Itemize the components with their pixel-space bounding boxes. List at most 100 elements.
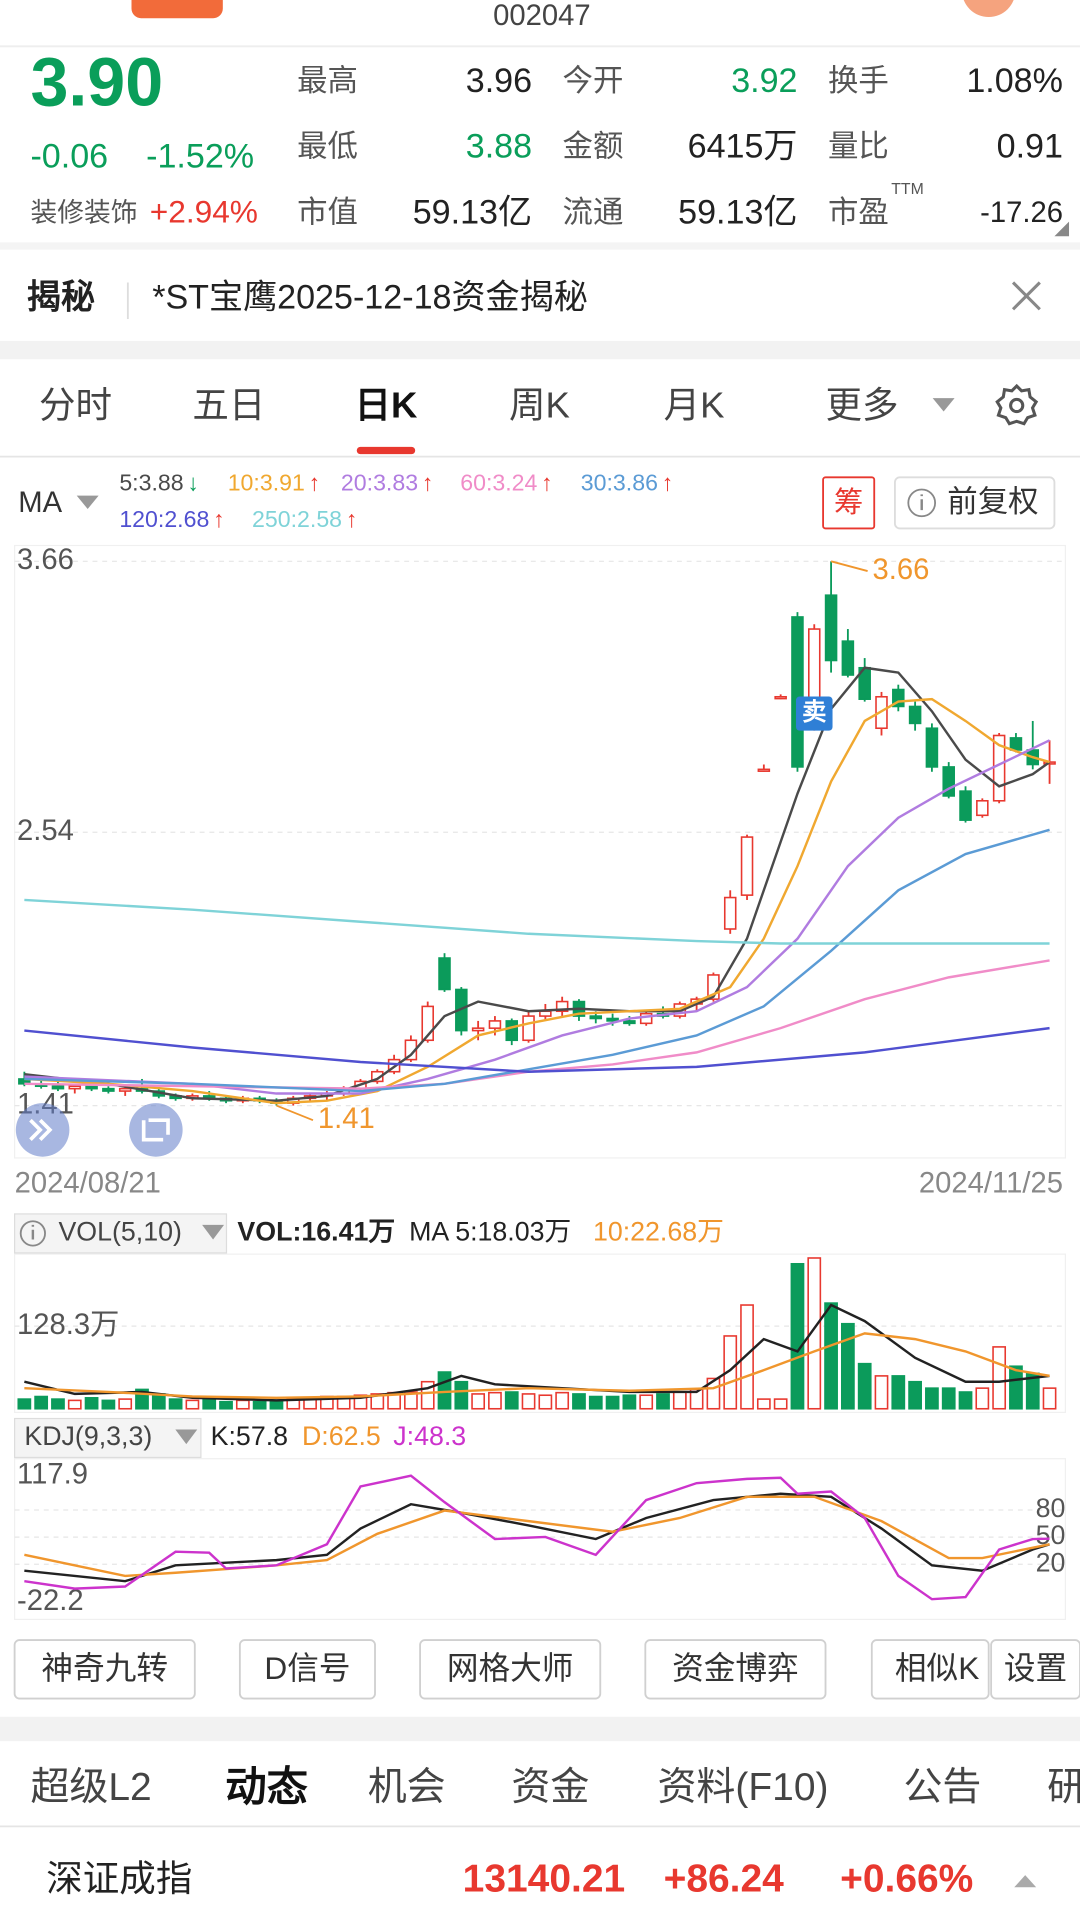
candle-body [774, 695, 787, 700]
y-tick-label: 128.3万 [17, 1309, 119, 1341]
volume-bar [588, 1395, 603, 1410]
volume-bar [656, 1393, 670, 1410]
adjust-label[interactable]: 前复权 [947, 485, 1038, 519]
y-tick-label: 3.66 [17, 544, 74, 576]
field-label: 最高 [297, 64, 358, 98]
legend-trend: ↑ [308, 470, 320, 496]
volume-bar [471, 1393, 486, 1410]
field-value: 6415万 [688, 128, 798, 166]
function-button[interactable] [238, 1639, 376, 1700]
legend-entry: 10:3.91 [228, 470, 305, 496]
bottom-tab[interactable]: 资金 [511, 1766, 589, 1809]
indicator-title[interactable]: VOL(5,10) [58, 1217, 181, 1247]
sector[interactable]: 装修装饰 [30, 197, 137, 227]
volume-bar [504, 1391, 519, 1410]
chip-button[interactable] [822, 476, 876, 530]
candle-body [908, 705, 922, 725]
candle-body [589, 1015, 603, 1020]
top-badge[interactable] [131, 0, 223, 19]
close-icon[interactable] [1011, 281, 1041, 311]
volume-bar [219, 1400, 233, 1410]
function-button[interactable] [990, 1639, 1080, 1700]
tab[interactable]: 周K [509, 385, 570, 426]
stock-code: 002047 [493, 0, 591, 32]
dropdown-arrow [202, 1224, 225, 1240]
corner-mark [1054, 221, 1070, 237]
candle-body [623, 1020, 636, 1025]
volume-bar [622, 1394, 637, 1410]
kdj-panel [14, 1458, 1066, 1621]
function-label[interactable]: D信号 [264, 1650, 350, 1686]
signal-label[interactable]: 卖 [802, 699, 826, 726]
adjust-button[interactable] [894, 476, 1056, 530]
expand-arrow[interactable] [1014, 1875, 1037, 1888]
function-button[interactable] [419, 1639, 602, 1700]
ma-arrow[interactable] [76, 495, 99, 509]
tab[interactable]: 月K [664, 385, 725, 426]
function-button[interactable] [13, 1639, 196, 1700]
volume-bar [185, 1399, 200, 1410]
bottom-tab[interactable]: 公告 [903, 1766, 981, 1809]
field-label: 市盈 [828, 195, 889, 229]
settings-icon[interactable] [995, 383, 1039, 426]
legend-entry: D:62.5 [302, 1421, 381, 1451]
volume-bar [790, 1262, 805, 1410]
indicator-title[interactable]: KDJ(9,3,3) [24, 1421, 152, 1451]
index-name[interactable]: 深证成指 [46, 1858, 192, 1899]
legend-trend: ↓ [187, 470, 199, 496]
top-avatar[interactable] [962, 0, 1016, 18]
candle-body [824, 594, 838, 662]
volume-selector[interactable] [14, 1213, 228, 1254]
volume-bar [958, 1391, 973, 1410]
y-tick-label: 2.54 [17, 815, 74, 847]
volume-bar [67, 1399, 82, 1410]
function-label[interactable]: 资金博弈 [672, 1650, 799, 1686]
side-button[interactable] [129, 1103, 183, 1157]
min-pointer [276, 1104, 314, 1122]
volume-bar [874, 1375, 889, 1410]
chip-label[interactable]: 筹 [834, 486, 863, 519]
legend-entry: MA 5:18.03万 [409, 1217, 571, 1247]
volume-bar [605, 1395, 620, 1410]
banner-text[interactable]: *ST宝鹰2025-12-18资金揭秘 [152, 279, 588, 317]
field-value: 3.92 [731, 62, 797, 100]
separator [0, 1716, 1080, 1742]
volume-bar [202, 1398, 217, 1410]
tab[interactable]: 分时 [39, 385, 112, 426]
function-button[interactable] [644, 1639, 827, 1700]
tab[interactable]: 更多 [826, 385, 899, 426]
max-pointer [830, 560, 868, 572]
legend-trend: ↑ [346, 506, 358, 532]
bottom-tab[interactable]: 机会 [368, 1766, 446, 1809]
legend-trend: ↑ [662, 470, 674, 496]
ma-label[interactable]: MA [18, 487, 62, 519]
function-button[interactable] [870, 1639, 990, 1700]
tab[interactable]: 日K [355, 385, 419, 426]
bottom-tab[interactable]: 超级L2 [30, 1766, 151, 1809]
volume-bar [252, 1400, 267, 1410]
sector-change: +2.94% [150, 194, 258, 230]
candle-body [421, 1005, 434, 1042]
more-arrow[interactable] [932, 398, 955, 412]
series-line [24, 739, 1051, 1095]
signal-badge[interactable] [796, 696, 833, 731]
tab[interactable]: 五日 [192, 385, 265, 426]
bottom-tab[interactable]: 资料(F10) [657, 1766, 828, 1809]
y-tick-label: -22.2 [17, 1585, 84, 1617]
function-label[interactable]: 网格大师 [447, 1650, 574, 1686]
function-label[interactable]: 设置 [1004, 1650, 1067, 1686]
volume-bar [572, 1393, 586, 1410]
volume-bar [925, 1387, 939, 1410]
legend-entry: 60:3.24 [460, 470, 537, 496]
legend-entry: J:48.3 [393, 1421, 466, 1451]
bottom-tab[interactable]: 研 [1047, 1766, 1080, 1809]
field-value: 59.13亿 [678, 193, 797, 231]
volume-bar [488, 1391, 502, 1410]
kdj-selector[interactable] [14, 1417, 202, 1459]
bottom-tab[interactable]: 动态 [225, 1764, 308, 1810]
function-label[interactable]: 相似K [895, 1650, 979, 1686]
series-line [24, 1332, 1050, 1400]
function-label[interactable]: 神奇九转 [41, 1650, 168, 1686]
